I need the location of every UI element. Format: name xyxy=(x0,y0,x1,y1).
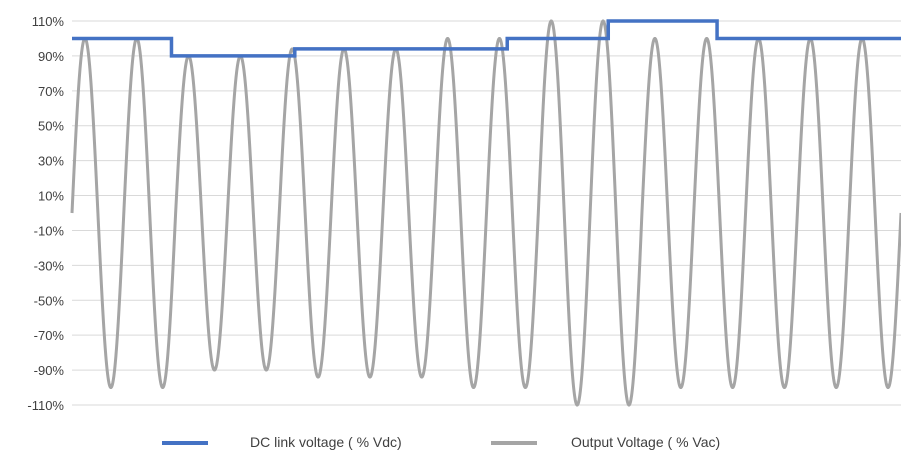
y-tick-label: 90% xyxy=(38,49,64,64)
output-voltage-line xyxy=(70,19,901,407)
y-tick-label: -30% xyxy=(34,258,65,273)
y-tick-label: 30% xyxy=(38,154,64,169)
y-tick-label: 110% xyxy=(32,14,65,29)
y-tick-label: -110% xyxy=(27,398,64,413)
legend-label-dc-link: DC link voltage ( % Vdc) xyxy=(250,434,402,450)
y-tick-label: -10% xyxy=(34,223,65,238)
y-tick-label: 70% xyxy=(38,84,64,99)
legend-label-output-voltage: Output Voltage ( % Vac) xyxy=(571,434,720,450)
y-tick-label: -70% xyxy=(34,328,65,343)
y-tick-label: -90% xyxy=(34,363,65,378)
y-axis-ticks: 110% 90% 70% 50% 30% 10% -10% -30% -50% -70% -90% -… xyxy=(27,14,64,413)
legend: DC link voltage ( % Vdc) Output Voltage … xyxy=(162,434,720,450)
y-tick-label: -50% xyxy=(34,293,65,308)
y-tick-label: 10% xyxy=(38,189,64,204)
y-tick-label: 50% xyxy=(38,119,64,134)
dc-link-voltage-line xyxy=(72,19,901,58)
plot-area xyxy=(70,19,901,407)
